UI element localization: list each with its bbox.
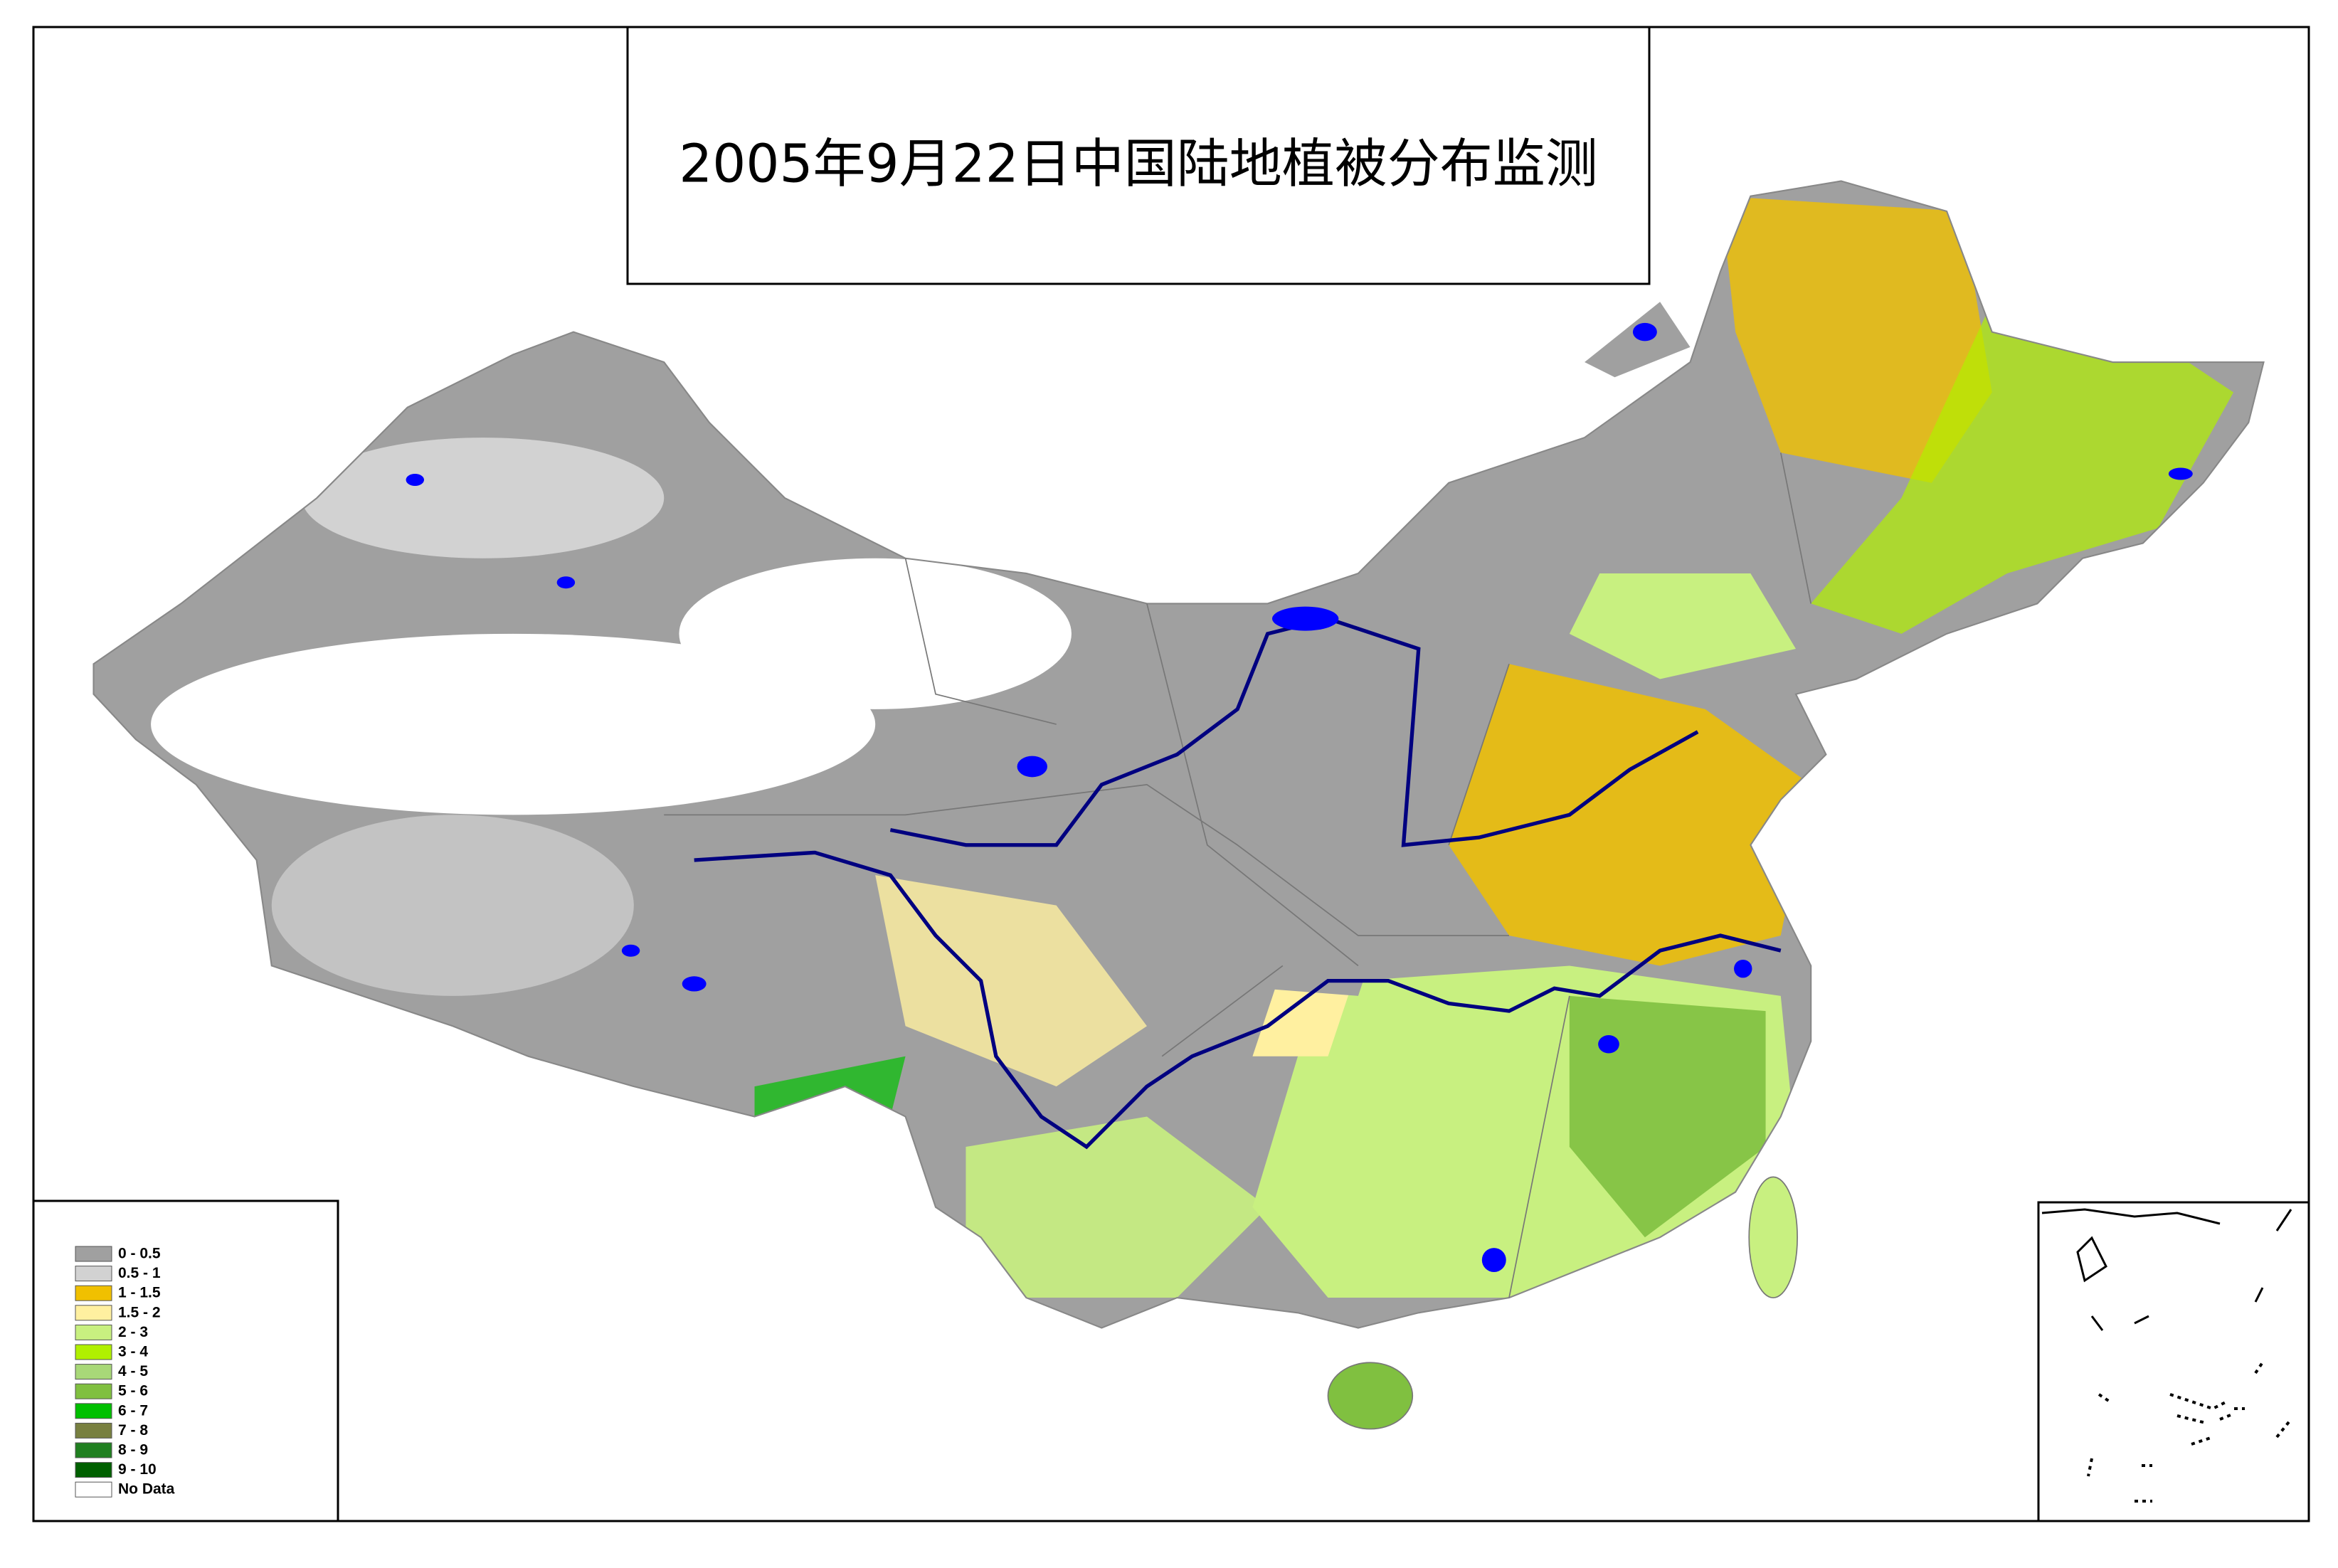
legend-swatch bbox=[75, 1305, 112, 1321]
legend-label: 1 - 1.5 bbox=[118, 1285, 161, 1301]
legend-swatch bbox=[75, 1324, 112, 1340]
map-title: 2005年9月22日中国陆地植被分布监测 bbox=[679, 134, 1598, 195]
legend-swatch bbox=[75, 1364, 112, 1380]
legend: 0 - 0.5 0.5 - 1 1 - 1.5 1.5 - 2 2 - 3 3 - 4 4 … bbox=[75, 1246, 175, 1498]
legend-label: 1.5 - 2 bbox=[118, 1304, 161, 1320]
legend-swatch bbox=[75, 1383, 112, 1399]
legend-label: 7 - 8 bbox=[118, 1422, 148, 1439]
legend-swatch bbox=[75, 1344, 112, 1360]
legend-label: 9 - 10 bbox=[118, 1461, 157, 1478]
legend-label: 0 - 0.5 bbox=[118, 1246, 161, 1262]
legend-swatch bbox=[75, 1285, 112, 1301]
legend-label: 3 - 4 bbox=[118, 1344, 148, 1360]
legend-swatch bbox=[75, 1246, 112, 1262]
legend-swatch bbox=[75, 1266, 112, 1282]
legend-swatch bbox=[75, 1462, 112, 1478]
legend-swatch bbox=[75, 1481, 112, 1498]
legend-label: No Data bbox=[118, 1481, 175, 1498]
legend-label: 5 - 6 bbox=[118, 1383, 148, 1399]
legend-swatch bbox=[75, 1442, 112, 1458]
legend-label: 0.5 - 1 bbox=[118, 1265, 161, 1281]
legend-label: 6 - 7 bbox=[118, 1402, 148, 1419]
legend-label: 8 - 9 bbox=[118, 1442, 148, 1458]
legend-swatch bbox=[75, 1403, 112, 1419]
south-sea-inset bbox=[2037, 1201, 2310, 1522]
legend-label: 4 - 5 bbox=[118, 1363, 148, 1379]
legend-swatch bbox=[75, 1422, 112, 1439]
legend-label: 2 - 3 bbox=[118, 1324, 148, 1340]
title-box bbox=[626, 26, 1651, 285]
